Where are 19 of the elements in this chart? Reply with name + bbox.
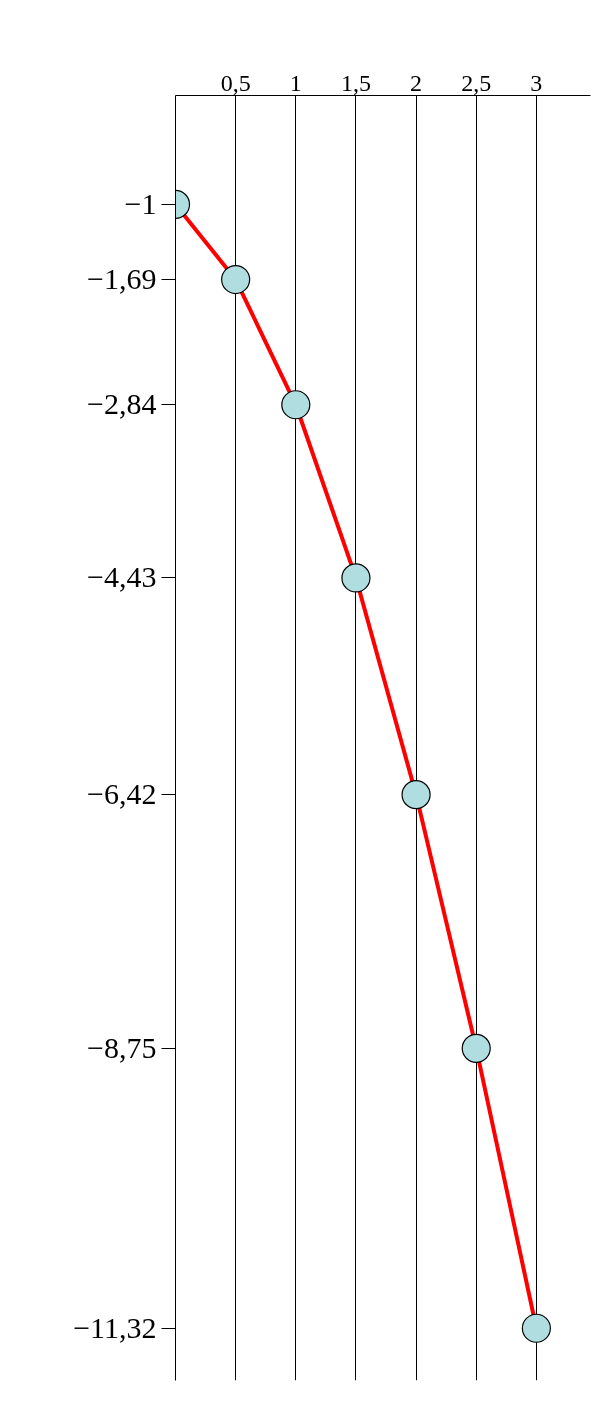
point [221, 264, 251, 295]
point [521, 1313, 551, 1343]
x-tick-label: 1 [289, 69, 302, 96]
x-tick-label: 0,5 [220, 69, 251, 96]
point [341, 563, 371, 593]
y-tick-label: −11,32 [73, 1310, 157, 1344]
x-tick-label: 3 [530, 69, 543, 96]
point [281, 390, 311, 420]
point [401, 780, 431, 810]
x-tick-label: 2,5 [461, 69, 492, 96]
y-tick-label: −8,75 [87, 1030, 157, 1064]
y-tick-label: −6,42 [87, 777, 157, 811]
y-tick-label: −1 [124, 186, 157, 220]
y-tick-label: −2,84 [87, 387, 157, 421]
y-tick-label: −1,69 [87, 262, 157, 296]
x-tick-label: 1,5 [340, 69, 371, 96]
point [461, 1033, 491, 1063]
y-tick-label: −4,43 [87, 560, 157, 594]
x-tick-label: 2 [410, 69, 423, 96]
